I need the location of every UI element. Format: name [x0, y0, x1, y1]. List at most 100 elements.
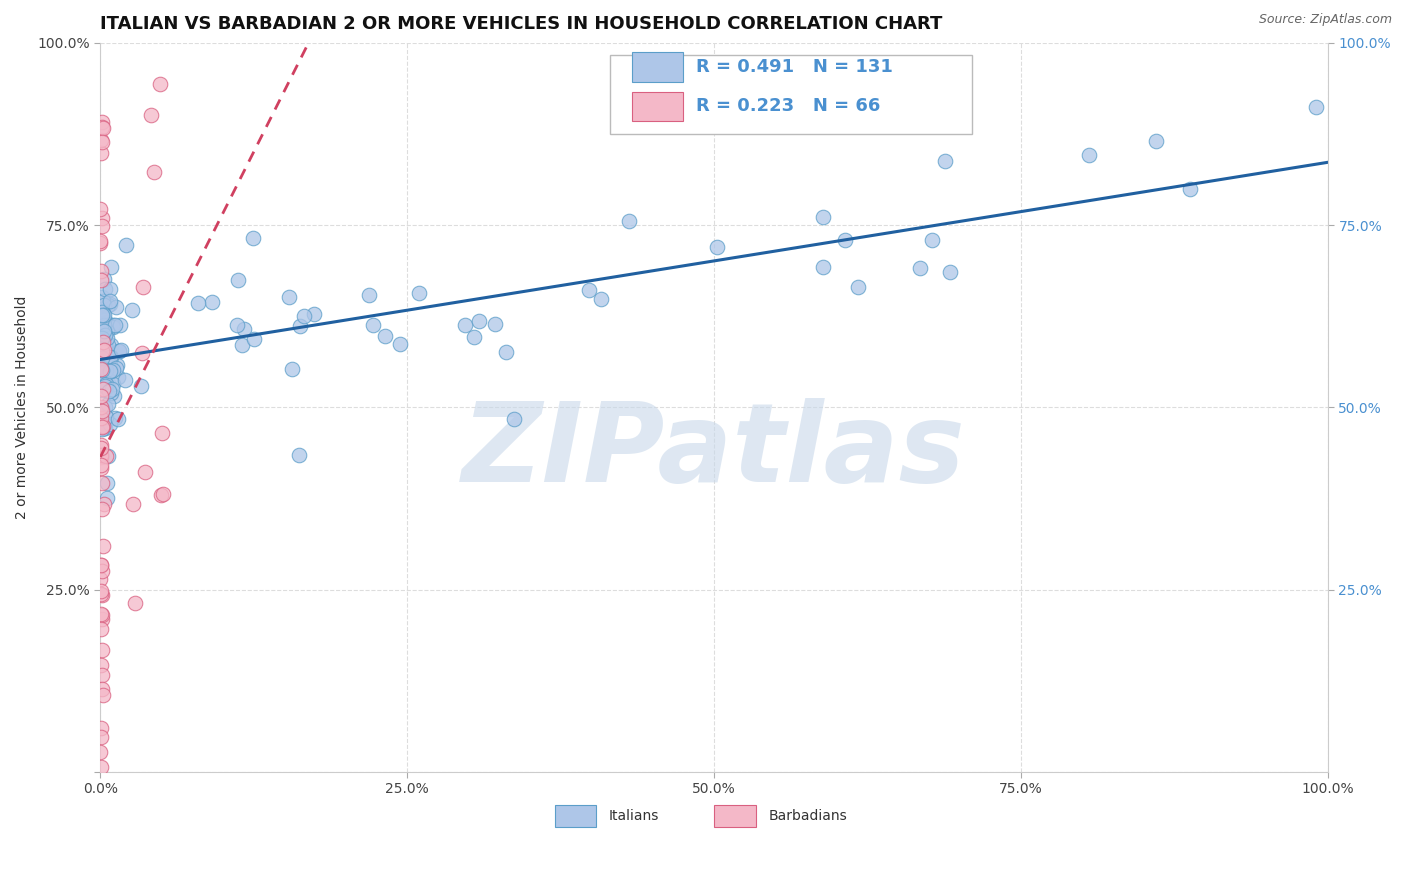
Point — [811, 210, 834, 224]
Point — [93, 497, 115, 511]
Point — [101, 382, 124, 396]
Point — [484, 317, 506, 331]
Point — [94, 353, 117, 368]
Point — [97, 397, 120, 411]
Point — [578, 283, 600, 297]
Point — [90, 450, 112, 464]
Point — [150, 488, 173, 502]
Point — [97, 450, 120, 464]
Point — [89, 746, 111, 760]
Point — [90, 607, 112, 621]
Point — [149, 77, 172, 91]
Point — [107, 412, 129, 426]
Point — [94, 282, 117, 296]
Point — [94, 363, 117, 377]
Point — [90, 389, 112, 403]
Point — [90, 643, 112, 657]
Point — [98, 351, 121, 365]
Text: Source: ZipAtlas.com: Source: ZipAtlas.com — [1258, 13, 1392, 27]
Point — [93, 400, 115, 414]
Text: R = 0.223   N = 66: R = 0.223 N = 66 — [696, 97, 880, 115]
Point — [90, 458, 112, 472]
Point — [98, 384, 121, 398]
Point — [91, 502, 114, 516]
Point — [142, 165, 165, 179]
Point — [97, 376, 120, 390]
Point — [93, 417, 115, 431]
Point — [91, 418, 114, 433]
Point — [243, 333, 266, 347]
Point — [242, 231, 264, 245]
Point — [96, 475, 118, 490]
Point — [91, 404, 114, 418]
Point — [152, 487, 174, 501]
Point — [187, 295, 209, 310]
Point — [90, 273, 112, 287]
Point — [502, 412, 524, 426]
Point — [96, 324, 118, 338]
Point — [90, 383, 112, 397]
Point — [93, 421, 115, 435]
Point — [90, 133, 112, 147]
FancyBboxPatch shape — [610, 55, 972, 134]
Bar — [714, 805, 756, 827]
Point — [589, 293, 612, 307]
Point — [233, 322, 256, 336]
Point — [90, 668, 112, 682]
Point — [104, 411, 127, 425]
Point — [846, 280, 869, 294]
Point — [91, 135, 114, 149]
Point — [100, 338, 122, 352]
Point — [94, 341, 117, 355]
Point — [201, 295, 224, 310]
Point — [91, 308, 114, 322]
Point — [91, 607, 114, 622]
Point — [100, 293, 122, 308]
Point — [280, 362, 302, 376]
Point — [91, 348, 114, 362]
Point — [90, 401, 112, 416]
Point — [91, 120, 114, 134]
Point — [359, 288, 381, 302]
Point — [90, 721, 112, 735]
Bar — [631, 92, 683, 121]
Point — [105, 358, 128, 372]
Point — [97, 298, 120, 312]
Point — [90, 290, 112, 304]
Point — [104, 318, 127, 332]
Point — [93, 308, 115, 322]
Point — [468, 314, 491, 328]
Point — [101, 318, 124, 333]
Point — [132, 280, 155, 294]
Point — [288, 318, 311, 333]
Point — [91, 120, 114, 135]
Point — [100, 364, 122, 378]
Point — [105, 360, 128, 375]
Point — [103, 388, 125, 402]
Point — [226, 273, 249, 287]
Text: ITALIAN VS BARBADIAN 2 OR MORE VEHICLES IN HOUSEHOLD CORRELATION CHART: ITALIAN VS BARBADIAN 2 OR MORE VEHICLES … — [100, 15, 943, 33]
Point — [91, 335, 114, 350]
Point — [114, 238, 136, 252]
Point — [90, 318, 112, 332]
Point — [150, 426, 173, 441]
Text: Barbadians: Barbadians — [768, 809, 846, 822]
Point — [104, 300, 127, 314]
Point — [96, 491, 118, 505]
Point — [463, 330, 485, 344]
Point — [89, 234, 111, 248]
Point — [453, 318, 475, 332]
Point — [91, 422, 114, 436]
Point — [93, 368, 115, 383]
Point — [921, 233, 943, 247]
Point — [90, 348, 112, 362]
Point — [908, 261, 931, 276]
Point — [90, 441, 112, 455]
Point — [90, 219, 112, 234]
Point — [302, 307, 325, 321]
Point — [124, 596, 146, 610]
Point — [277, 290, 299, 304]
Point — [96, 410, 118, 425]
Point — [90, 558, 112, 572]
Point — [811, 260, 834, 275]
